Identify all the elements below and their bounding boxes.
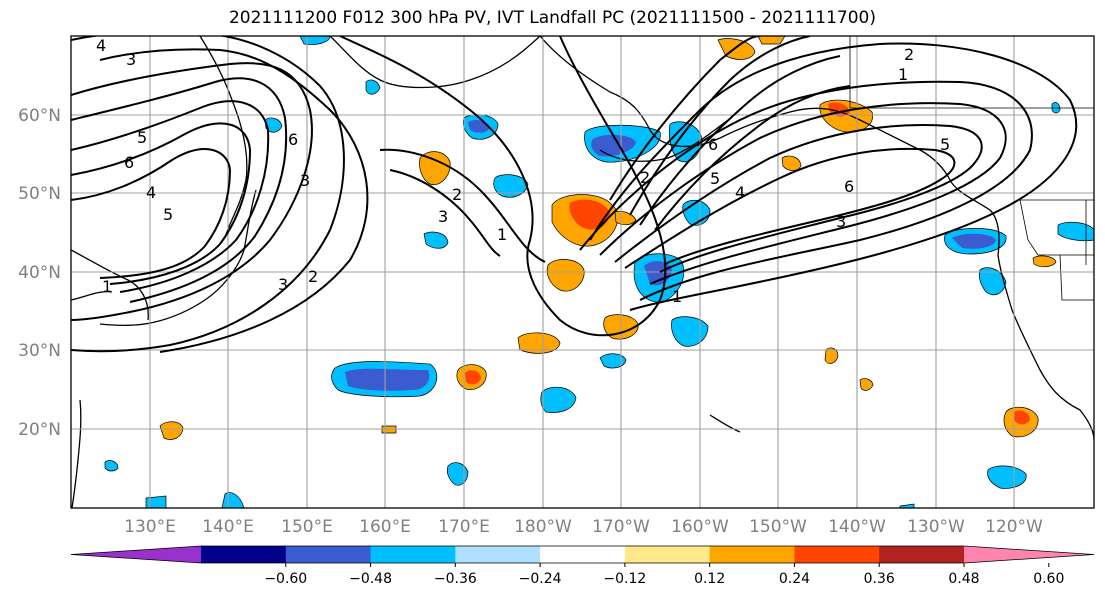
contour-label: 5 [940, 135, 950, 154]
contour-label: 4 [735, 183, 745, 202]
map-plot: 4 3 5 6 4 5 6 3 2 3 2 1 1 6 5 4 3 2 1 2 … [71, 36, 1094, 508]
colorbar-tick-label: −0.48 [349, 571, 392, 587]
colorbar-swatch [879, 546, 965, 563]
colorbar-outline [70, 545, 1095, 564]
lon-label: 150°W [749, 517, 807, 537]
contour-label: 2 [904, 45, 914, 64]
contour-labels: 4 3 5 6 4 5 6 3 2 3 2 1 1 6 5 4 3 2 1 2 … [96, 36, 950, 306]
colorbar-tick-label: 0.48 [948, 571, 979, 587]
colorbar: −0.60 −0.48 −0.36 −0.24 −0.12 0.12 0.24 0.36 0.4… [70, 545, 1095, 587]
colorbar-tick-label: 0.60 [1033, 571, 1064, 587]
colorbar-tick-label: −0.12 [603, 571, 646, 587]
colorbar-tick-label: 0.24 [779, 571, 810, 587]
contour-label: 3 [438, 207, 448, 226]
lat-label: 40°N [18, 263, 61, 283]
lon-label: 180°W [514, 517, 572, 537]
contour-label: 4 [96, 36, 106, 55]
contour-label: 3 [126, 50, 136, 69]
colorbar-tick-label: 0.12 [694, 571, 725, 587]
lon-label: 160°W [671, 517, 729, 537]
colorbar-swatch [455, 546, 541, 563]
contour-label: 5 [137, 128, 147, 147]
contour-label: 6 [288, 130, 298, 149]
coastlines [71, 36, 1094, 508]
lat-label: 20°N [18, 420, 61, 440]
colorbar-tick-label: −0.60 [264, 571, 307, 587]
longitude-labels: 130°E 140°E 150°E 160°E 170°E 180°W 170°… [124, 517, 1043, 537]
colorbar-swatch [794, 546, 880, 563]
contour-label: 1 [672, 287, 682, 306]
lat-label: 60°N [18, 106, 61, 126]
lon-label: 140°E [202, 517, 254, 537]
colorbar-extension-high [964, 546, 1094, 563]
lat-label: 30°N [18, 341, 61, 361]
contour-label: 3 [278, 275, 288, 294]
lon-label: 150°E [281, 517, 333, 537]
contour-label: 6 [124, 153, 134, 172]
colorbar-swatch [540, 546, 626, 563]
contour-label: 5 [163, 205, 173, 224]
map-title: 2021111200 F012 300 hPa PV, IVT Landfall… [228, 8, 876, 28]
contour-label: 3 [300, 171, 310, 190]
contour-label: 5 [710, 169, 720, 188]
colorbar-swatch [709, 546, 795, 563]
colorbar-extension-low [71, 546, 201, 563]
lon-label: 170°W [592, 517, 650, 537]
colorbar-tick-label: −0.24 [519, 571, 562, 587]
colorbar-swatch [285, 546, 372, 563]
lon-label: 120°W [985, 517, 1043, 537]
colorbar-tick-label: −0.36 [434, 571, 477, 587]
colorbar-swatch [370, 546, 456, 563]
contour-label: 1 [898, 65, 908, 84]
colorbar-tick-label: 0.36 [864, 571, 895, 587]
colorbar-swatch [201, 546, 287, 563]
contour-label: 4 [146, 183, 156, 202]
contour-label: 2 [640, 168, 650, 187]
contour-label: 3 [836, 212, 846, 231]
colorbar-swatch [624, 546, 711, 563]
contour-label: 6 [708, 135, 718, 154]
lon-label: 130°E [124, 517, 176, 537]
lat-label: 50°N [18, 184, 61, 204]
contour-label: 1 [497, 225, 507, 244]
political-borders [849, 36, 1094, 301]
contour-label: 2 [452, 185, 462, 204]
latitude-labels: 60°N 50°N 40°N 30°N 20°N [18, 106, 61, 440]
lon-label: 170°E [438, 517, 490, 537]
contour-label: 2 [308, 267, 318, 286]
lon-label: 130°W [907, 517, 965, 537]
contour-label: 1 [102, 277, 112, 296]
lon-label: 140°W [828, 517, 886, 537]
lon-label: 160°E [359, 517, 411, 537]
ivt-contours [71, 36, 1078, 353]
map-frame [70, 35, 1095, 509]
contour-label: 6 [844, 177, 854, 196]
